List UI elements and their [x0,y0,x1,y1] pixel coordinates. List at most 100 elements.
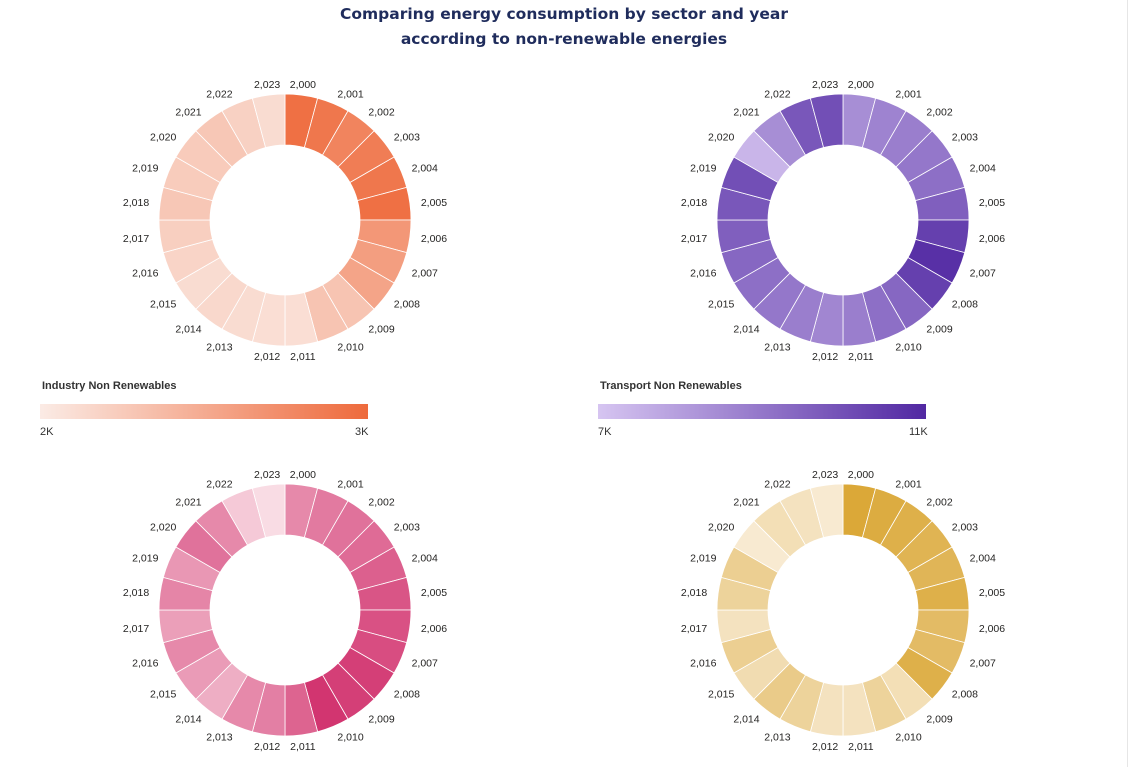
donut-segment[interactable] [779,674,825,733]
donut-segment[interactable] [284,483,319,539]
segment-label: 2,022 [764,88,790,100]
donut-segment[interactable] [907,156,966,202]
donut-segment[interactable] [162,156,221,202]
segment-label: 2,004 [970,163,996,175]
donut-segment[interactable] [158,609,214,644]
donut-segment[interactable] [303,284,349,343]
donut-segment[interactable] [356,219,412,254]
donut-segment[interactable] [195,500,249,558]
donut-segment[interactable] [809,291,844,347]
donut-segment[interactable] [175,256,233,310]
donut-segment[interactable] [349,238,408,284]
donut-segment[interactable] [251,681,286,737]
donut-segment[interactable] [720,156,779,202]
donut-segment[interactable] [337,646,395,700]
donut-segment[interactable] [753,110,807,168]
donut-segment[interactable] [842,681,877,737]
donut-segment[interactable] [716,219,772,254]
donut-segment[interactable] [861,487,907,546]
donut-segment[interactable] [195,272,249,330]
donut-segment[interactable] [251,291,286,347]
donut-segment[interactable] [879,110,933,168]
donut-segment[interactable] [842,291,877,347]
donut-segment[interactable] [716,576,772,611]
donut-segment[interactable] [321,500,375,558]
donut-segment[interactable] [158,576,214,611]
donut-segment[interactable] [809,681,844,737]
donut-segment[interactable] [716,186,772,221]
donut-segment[interactable] [284,93,319,149]
donut-segment[interactable] [284,291,319,347]
donut-segment[interactable] [895,130,953,184]
donut-segment[interactable] [175,520,233,574]
donut-segment[interactable] [349,546,408,592]
donut-segment[interactable] [158,186,214,221]
donut-segment[interactable] [842,483,877,539]
donut-segment[interactable] [733,130,791,184]
donut-segment[interactable] [809,483,844,539]
donut-segment[interactable] [221,487,267,546]
donut-segment[interactable] [733,646,791,700]
donut-segment[interactable] [861,674,907,733]
donut-segment[interactable] [321,272,375,330]
donut-segment[interactable] [733,520,791,574]
transport-color-scale-bar [598,404,926,419]
donut-segment[interactable] [779,284,825,343]
donut-segment[interactable] [337,520,395,574]
donut-segment[interactable] [175,646,233,700]
donut-segment[interactable] [356,609,412,644]
donut-segment[interactable] [162,628,221,674]
donut-segment[interactable] [753,662,807,720]
donut-segment[interactable] [356,576,412,611]
donut-segment[interactable] [879,272,933,330]
donut-segment[interactable] [321,110,375,168]
donut-segment[interactable] [195,110,249,168]
donut-segment[interactable] [879,662,933,720]
donut-segment[interactable] [251,483,286,539]
donut-segment[interactable] [221,674,267,733]
donut-segment[interactable] [221,97,267,156]
donut-segment[interactable] [720,546,779,592]
donut-segment[interactable] [303,674,349,733]
donut-segment[interactable] [914,186,970,221]
donut-segment[interactable] [221,284,267,343]
donut-segment[interactable] [907,238,966,284]
donut-segment[interactable] [861,284,907,343]
donut-segment[interactable] [907,628,966,674]
donut-segment[interactable] [895,646,953,700]
donut-segment[interactable] [251,93,286,149]
donut-segment[interactable] [842,93,877,149]
donut-segment[interactable] [720,238,779,284]
donut-segment[interactable] [195,662,249,720]
donut-segment[interactable] [337,256,395,310]
donut-segment[interactable] [356,186,412,221]
donut-segment[interactable] [720,628,779,674]
donut-segment[interactable] [914,609,970,644]
segment-label: 2,017 [681,233,707,245]
donut-segment[interactable] [303,97,349,156]
donut-segment[interactable] [284,681,319,737]
donut-segment[interactable] [907,546,966,592]
donut-segment[interactable] [321,662,375,720]
donut-segment[interactable] [753,500,807,558]
donut-segment[interactable] [303,487,349,546]
donut-segment[interactable] [162,546,221,592]
donut-segment[interactable] [879,500,933,558]
donut-segment[interactable] [162,238,221,284]
donut-segment[interactable] [861,97,907,156]
donut-segment[interactable] [733,256,791,310]
donut-segment[interactable] [779,97,825,156]
donut-segment[interactable] [753,272,807,330]
donut-segment[interactable] [349,628,408,674]
donut-segment[interactable] [779,487,825,546]
donut-segment[interactable] [914,219,970,254]
donut-segment[interactable] [895,256,953,310]
donut-segment[interactable] [337,130,395,184]
donut-segment[interactable] [895,520,953,574]
donut-segment[interactable] [914,576,970,611]
donut-segment[interactable] [175,130,233,184]
donut-segment[interactable] [716,609,772,644]
donut-segment[interactable] [349,156,408,202]
donut-segment[interactable] [809,93,844,149]
donut-segment[interactable] [158,219,214,254]
